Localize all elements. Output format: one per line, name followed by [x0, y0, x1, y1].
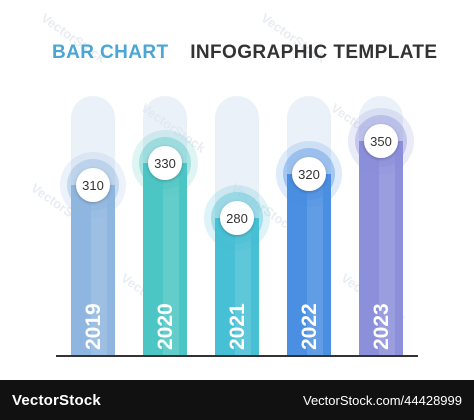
- value-label: 320: [298, 167, 320, 182]
- category-label: 2020: [154, 303, 177, 350]
- bar-highlight: [379, 141, 395, 356]
- bar-2023: [359, 141, 403, 356]
- bars: [71, 141, 403, 356]
- category-label: 2022: [298, 303, 321, 350]
- bar-2021: [215, 218, 259, 356]
- bar-highlight: [235, 218, 251, 356]
- category-labels: 2019 2020 2021 2022 2023: [82, 303, 393, 350]
- value-badge: [76, 168, 110, 202]
- bar-2022: [287, 174, 331, 356]
- category-label: 2023: [370, 303, 393, 350]
- category-label: 2019: [82, 303, 105, 350]
- chart-title: BAR CHART INFOGRAPHIC TEMPLATE: [52, 42, 438, 63]
- value-label: 280: [226, 211, 248, 226]
- value-label: 330: [154, 156, 176, 171]
- value-badge: [220, 201, 254, 235]
- value-badge: [364, 124, 398, 158]
- value-badge: [292, 157, 326, 191]
- bar-highlight: [163, 163, 179, 356]
- bar-highlight: [307, 174, 323, 356]
- footer-brand: VectorStock: [12, 392, 101, 409]
- watermark-footer: VectorStock VectorStock.com/44428999: [0, 380, 474, 420]
- value-badges: 310 330 280 320 350: [60, 108, 414, 251]
- bar-2019: [71, 185, 115, 356]
- bar-2020: [143, 163, 187, 356]
- footer-url: VectorStock.com/44428999: [303, 393, 462, 408]
- bar-highlight: [91, 185, 107, 356]
- title-part-bar-chart: BAR CHART: [52, 42, 169, 63]
- value-badge: [148, 146, 182, 180]
- value-label: 310: [82, 178, 104, 193]
- value-label: 350: [370, 134, 392, 149]
- category-label: 2021: [226, 303, 249, 350]
- title-part-infographic-template: INFOGRAPHIC TEMPLATE: [190, 42, 437, 63]
